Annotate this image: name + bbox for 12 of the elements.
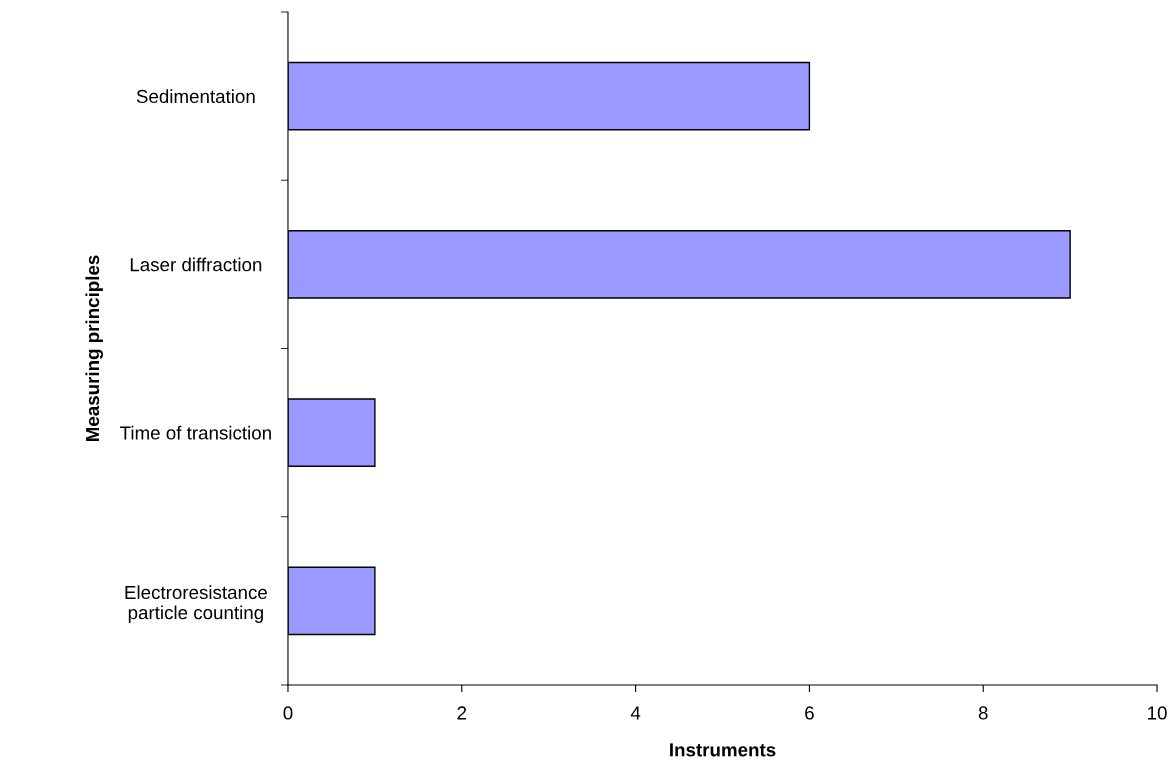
x-tick-label: 8 — [978, 706, 988, 720]
y-tick-label: Laser diffraction — [130, 257, 262, 272]
y-tick-label: Electroresistance particle counting — [125, 585, 267, 623]
x-tick-label: 2 — [457, 706, 467, 720]
y-axis-title: Measuring principles — [85, 255, 103, 441]
x-tick-label: 4 — [630, 706, 641, 720]
x-axis-title: Instruments — [670, 743, 776, 757]
y-tick-label: Time of transiction — [120, 425, 271, 440]
x-tick-label: 0 — [283, 706, 293, 720]
x-tick-label: 10 — [1148, 706, 1167, 720]
y-tick-label: Sedimentation — [136, 89, 255, 104]
x-tick-label: 6 — [805, 706, 814, 720]
